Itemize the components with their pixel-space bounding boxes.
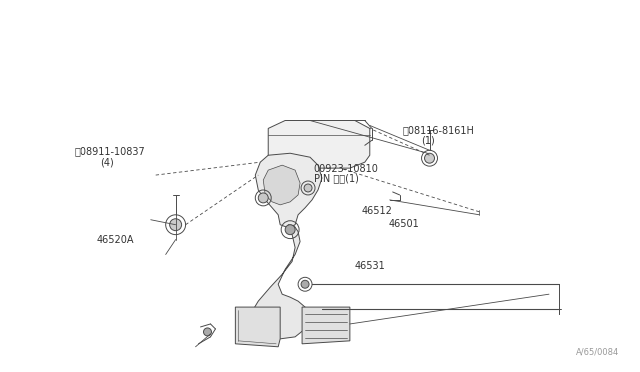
Circle shape [285,225,295,235]
Polygon shape [263,165,300,205]
Circle shape [170,219,182,231]
Text: (1): (1) [420,136,435,146]
Circle shape [301,280,309,288]
Circle shape [259,193,268,203]
Text: 46501: 46501 [388,219,419,229]
Text: ⓝ08911-10837: ⓝ08911-10837 [75,146,145,156]
Text: 46512: 46512 [362,206,392,216]
Text: A/65/0084: A/65/0084 [575,348,619,357]
Text: 46531: 46531 [355,262,386,272]
Circle shape [204,328,211,336]
Polygon shape [248,225,308,339]
Text: 46520A: 46520A [97,234,134,244]
Circle shape [304,184,312,192]
Circle shape [424,153,435,163]
Text: 00923-10810: 00923-10810 [314,164,378,174]
Polygon shape [302,307,350,344]
Polygon shape [255,153,322,228]
Polygon shape [268,121,370,168]
Text: Ⓒ08116-8161H: Ⓒ08116-8161H [403,126,475,136]
Text: PIN ピン(1): PIN ピン(1) [314,174,358,184]
Text: (4): (4) [100,157,114,167]
Polygon shape [236,307,280,347]
